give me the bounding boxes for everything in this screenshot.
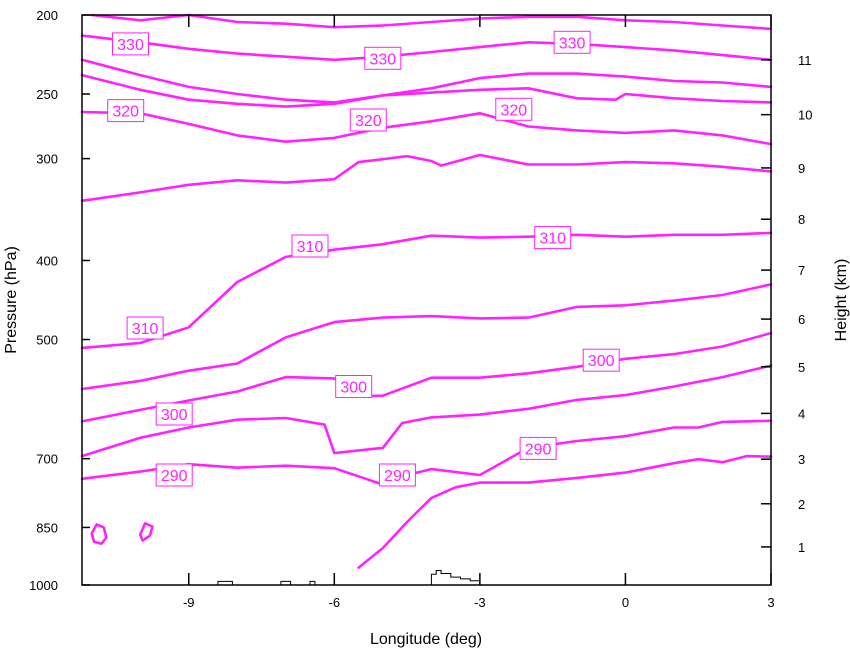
contour-label-box-7 [534, 226, 572, 250]
contour-line-290-10 [80, 419, 773, 486]
y-right-tick-label-2: 3 [798, 452, 805, 467]
contour-label-8: 310 [132, 321, 159, 338]
contour-label-box-5 [495, 97, 533, 121]
x-tick-label-0: -9 [183, 595, 195, 610]
contour-label-4: 320 [355, 113, 382, 130]
contour-line-300-8 [80, 331, 773, 423]
y-left-tick-label-3: 400 [36, 253, 58, 268]
contour-label-box-1 [364, 46, 402, 70]
y-left-tick-label-4: 500 [36, 333, 58, 348]
contour-label-12: 290 [525, 441, 552, 458]
y-left-tick-label-7: 1000 [29, 578, 58, 593]
y-axis-right: 1 2 3 4 5 6 7 8 9 10 11 [761, 53, 812, 555]
contour-label-2: 330 [559, 35, 586, 52]
y-right-tick-label-0: 1 [798, 540, 805, 555]
y-axis-left-title: Pressure (hPa) [3, 246, 20, 354]
y-right-tick-label-6: 7 [798, 263, 805, 278]
x-tick-label-1: -6 [329, 595, 341, 610]
contour-label-0: 330 [117, 37, 144, 54]
contour-line-320-4 [80, 110, 773, 146]
contour-label-box-8 [126, 316, 164, 340]
y-right-tick-label-3: 4 [798, 406, 805, 421]
y-left-tick-label-1: 250 [36, 87, 58, 102]
contour-label-box-10 [335, 375, 373, 398]
contour-label-10: 300 [340, 380, 367, 397]
y-right-tick-label-7: 8 [798, 212, 805, 227]
contour-label-13: 290 [384, 468, 411, 485]
contour-line-325-3 [80, 73, 773, 108]
contour-label-box-11 [155, 402, 193, 426]
contour-label-1: 330 [369, 51, 396, 68]
x-axis-title: Longitude (deg) [370, 631, 482, 648]
y-left-tick-label-2: 300 [36, 152, 58, 167]
contour-line-335-0 [90, 13, 773, 31]
closed-contour-1 [138, 522, 154, 542]
contour-label-box-14 [155, 463, 193, 487]
contour-label-box-9 [582, 348, 620, 372]
y-right-tick-label-10: 11 [798, 53, 812, 68]
contour-label-box-6 [291, 234, 329, 258]
contour-label-6: 310 [297, 239, 324, 256]
contour-label-7: 310 [539, 231, 566, 248]
contour-line-295-9 [80, 364, 773, 458]
y-right-tick-label-8: 9 [798, 161, 805, 176]
contour-line-315-5 [80, 153, 773, 203]
contour-line-310-6 [80, 231, 773, 350]
contour-label-box-12 [519, 436, 557, 460]
contour-label-box-0 [112, 32, 149, 56]
x-axis: -9 -6 -3 0 3 [183, 15, 775, 610]
y-right-tick-label-5: 6 [798, 312, 805, 327]
y-right-tick-label-9: 10 [798, 108, 812, 123]
y-axis-right-title: Height (km) [833, 259, 850, 342]
contour-line-285-11 [357, 454, 773, 569]
y-left-tick-label-0: 200 [36, 8, 58, 23]
contour-layer [80, 13, 773, 569]
contour-label-9: 300 [588, 353, 615, 370]
contour-line-330-2 [80, 58, 773, 104]
x-tick-label-4: 3 [767, 595, 774, 610]
contour-label-box-13 [378, 463, 416, 487]
contour-label-layer: 330 330 330 320 320 320 310 310 310 300 300 300 290 2… [107, 30, 620, 487]
contour-label-3: 320 [112, 104, 139, 121]
contour-label-box-3 [107, 99, 145, 123]
y-right-tick-label-4: 5 [798, 360, 805, 375]
contour-line-330-1 [80, 34, 773, 62]
y-axis-left: 200 250 300 400 500 700 850 1000 [29, 8, 90, 593]
x-tick-label-3: 0 [622, 595, 629, 610]
x-tick-label-2: -3 [474, 595, 486, 610]
contour-label-14: 290 [161, 468, 188, 485]
contour-label-5: 320 [500, 102, 527, 119]
contour-label-box-2 [553, 30, 591, 54]
y-left-tick-label-5: 700 [36, 452, 58, 467]
closed-contour-0 [90, 523, 108, 545]
contour-label-box-4 [349, 108, 387, 132]
contour-label-11: 300 [161, 407, 188, 424]
contour-line-305-7 [80, 283, 773, 391]
plot-frame [81, 14, 772, 586]
y-right-tick-label-1: 2 [798, 497, 805, 512]
y-left-tick-label-6: 850 [36, 520, 58, 535]
